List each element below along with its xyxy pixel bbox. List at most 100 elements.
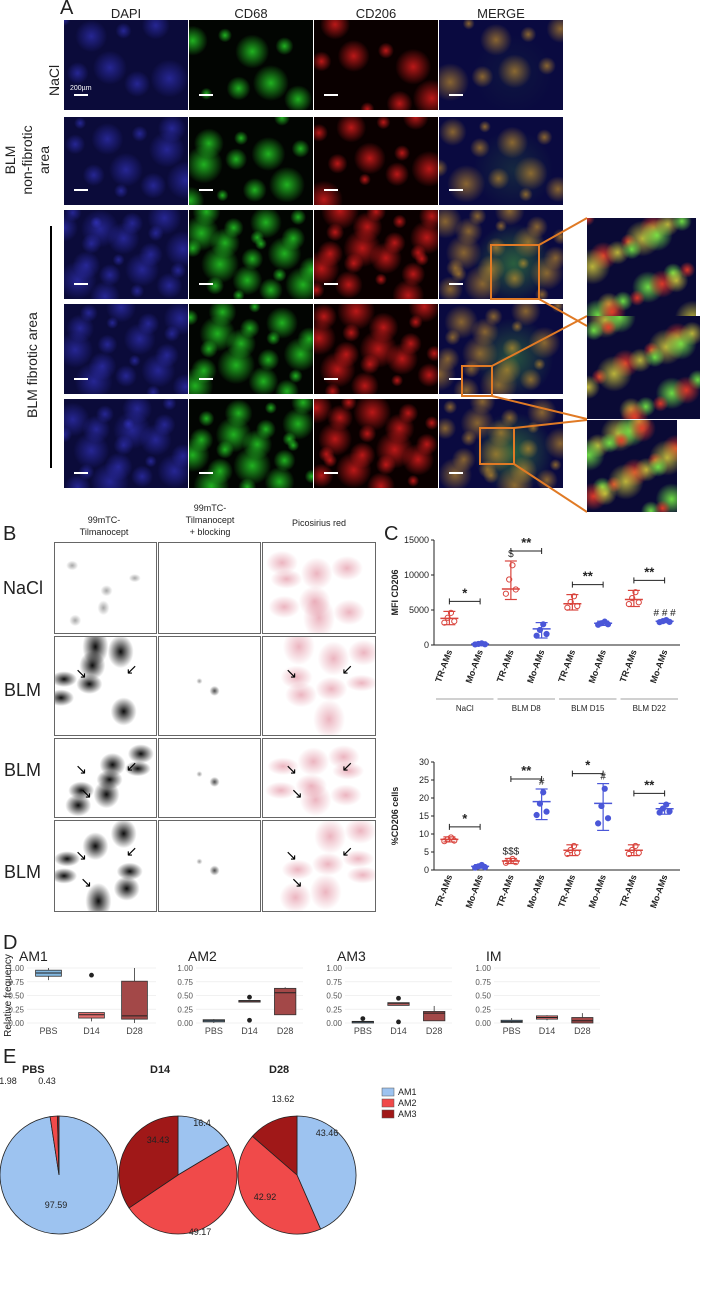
b-col-picosirius: Picosirius red	[291, 518, 347, 528]
c-data-point	[540, 789, 547, 796]
c-xtick-label: Mo-AMs	[464, 873, 485, 909]
e-value-label: 16.4	[193, 1118, 211, 1128]
e-value-label: 42.92	[254, 1192, 277, 1202]
d-title: AM1	[19, 950, 48, 964]
e-value-label: 0.43	[38, 1076, 56, 1086]
c-sig-star: **	[521, 763, 532, 778]
scale-bar	[449, 378, 463, 380]
b-tile-r1-c2: ↘ ↙	[262, 636, 376, 736]
a-tile-r2-c2	[314, 210, 438, 299]
c-sig-symbol: $$$	[503, 846, 520, 857]
panel-e-charts: PBS 97.59 1.98 0.43 D14 16.4 49.17 34.43 D28 43.4…	[0, 1064, 417, 1237]
a-tile-r3-c2	[314, 304, 438, 394]
c-data-point	[444, 614, 451, 621]
d-ytick-label: 0.50	[177, 992, 193, 1001]
scale-bar	[199, 283, 213, 285]
c-ytick-label: 20	[419, 793, 429, 803]
d-box	[571, 1017, 594, 1024]
scale-bar	[74, 94, 88, 96]
d-ytick-label: 0.00	[326, 1019, 342, 1028]
e-legend-label: AM2	[398, 1098, 417, 1108]
d-ytick-label: 0.25	[177, 1005, 193, 1014]
c-xtick-label: Mo-AMs	[525, 648, 546, 684]
panel-b-label: B	[3, 523, 17, 545]
b-tile-r0-c2	[262, 542, 376, 634]
scale-bar	[74, 283, 88, 285]
c-data-point	[447, 609, 455, 616]
arrow-marker: ↘	[291, 874, 303, 890]
c-data-point	[656, 809, 663, 816]
d-ytick-label: 0.25	[326, 1005, 342, 1014]
b-row-blm-2: BLM	[4, 760, 42, 780]
e-pie-PBS: PBS 97.59 1.98 0.43	[0, 1064, 119, 1235]
c-ylabel: %CD206 cells	[390, 787, 400, 846]
a-tile-r2-c0	[64, 210, 188, 299]
b-tile-r3-c2: ↘ ↙ ↘	[262, 820, 376, 912]
scale-bar	[449, 189, 463, 191]
d-ytick-label: 0.00	[8, 1019, 24, 1028]
d-title: AM2	[188, 950, 217, 964]
c-sig-star: *	[585, 758, 591, 773]
c-data-point	[536, 626, 544, 634]
c-data-point	[570, 842, 578, 850]
b-tile-r2-c0: ↘ ↙ ↘	[54, 738, 157, 818]
scale-bar	[199, 189, 213, 191]
c-data-point	[625, 850, 632, 858]
a-tile-r0-c3	[439, 20, 563, 110]
arrow-marker: ↙	[341, 842, 354, 859]
scale-bar	[449, 94, 463, 96]
scale-bar	[199, 378, 213, 380]
c-xtick-label: TR-AMs	[556, 873, 577, 908]
d-outlier	[89, 972, 94, 978]
c-ytick-label: 5	[424, 847, 429, 857]
d-box	[274, 987, 297, 1016]
b-tile-r1-c0: ↘ ↙	[54, 636, 157, 736]
c-sig-star: **	[521, 535, 532, 550]
arrow-marker: ↘	[80, 784, 92, 801]
c-data-point	[509, 855, 516, 863]
scale-bar	[449, 283, 463, 285]
e-value-label: 13.62	[272, 1094, 295, 1104]
c-data-point	[502, 859, 509, 866]
c-sig-symbol: $	[508, 549, 514, 560]
d-ytick-label: 0.50	[326, 992, 342, 1001]
arrow-marker: ↘	[285, 665, 298, 682]
c-group-label: BLM D8	[512, 704, 541, 713]
b-tile-r3-c0: ↘ ↙ ↘	[54, 820, 157, 912]
c-group-label: BLM D22	[633, 704, 667, 713]
c-xtick-label: Mo-AMs	[525, 873, 546, 909]
c-xtick-label: Mo-AMs	[648, 873, 669, 909]
zoom-box-1	[490, 244, 540, 300]
zoom-connectors	[461, 217, 588, 513]
c-data-point	[533, 632, 540, 639]
e-pie-title: D14	[150, 1064, 171, 1076]
a-tile-r2-c1	[189, 210, 313, 299]
c-sig-star: *	[462, 585, 468, 600]
c-ytick-label: 25	[419, 775, 429, 785]
arrow-marker: ↙	[125, 757, 138, 774]
c-data-point	[604, 815, 612, 822]
scale-bar	[324, 283, 338, 285]
d-ytick-label: 1.00	[177, 964, 193, 973]
c-xtick-label: TR-AMs	[618, 873, 639, 908]
d-ytick-label: 1.00	[8, 964, 24, 973]
b-tile-r0-c0	[54, 542, 157, 634]
c-data-point	[502, 590, 509, 597]
scale-bar	[324, 378, 338, 380]
scale-bar	[324, 472, 338, 474]
c-data-point	[666, 808, 673, 815]
c-xtick-label: Mo-AMs	[464, 648, 485, 684]
c-xtick-label: TR-AMs	[618, 648, 639, 683]
a-tile-r2-c3	[439, 210, 563, 299]
d-ytick-label: 0.75	[475, 978, 491, 987]
a-tile-r0-c2	[314, 20, 438, 110]
c-data-point	[625, 600, 632, 608]
c-data-point	[632, 589, 639, 596]
c-data-point	[659, 805, 667, 812]
zoom-box-2	[461, 365, 493, 397]
c-sig-symbol: #	[600, 772, 606, 783]
scale-bar	[199, 472, 213, 474]
e-pie-slice	[237, 1135, 322, 1235]
e-legend-swatch	[381, 1109, 395, 1119]
d-outlier	[396, 995, 401, 1001]
